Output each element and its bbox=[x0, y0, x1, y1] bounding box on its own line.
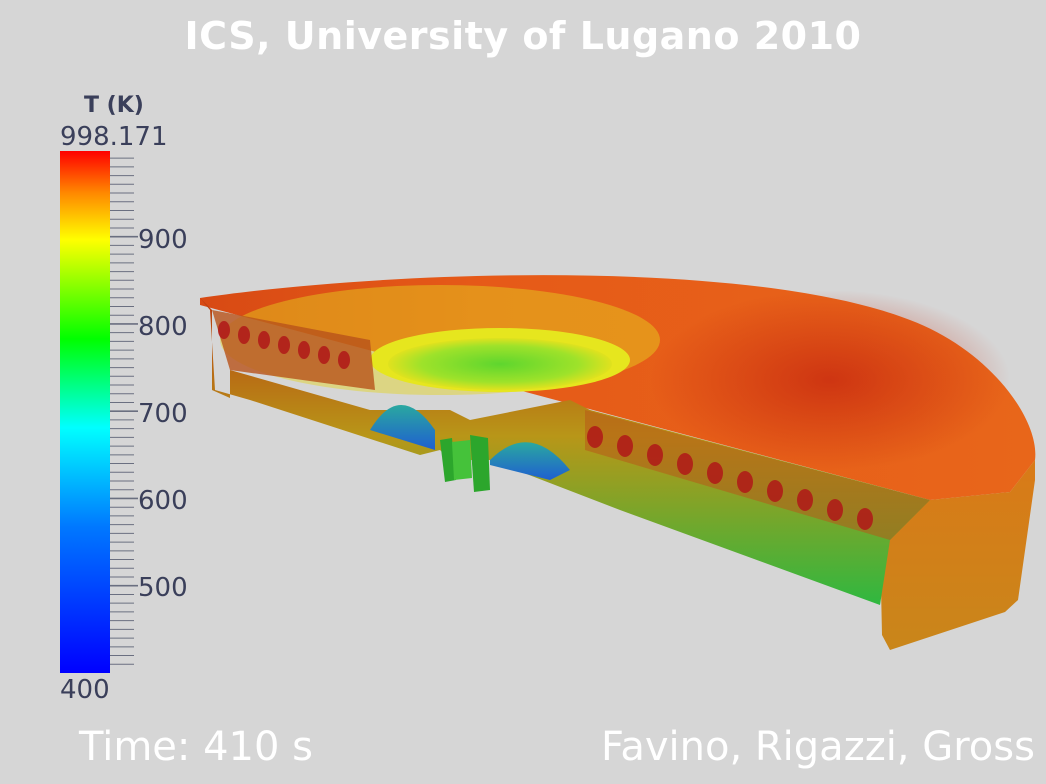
colorbar-label: 800 bbox=[138, 312, 188, 342]
cooling-channels-right bbox=[587, 426, 873, 530]
authors-credit: Favino, Rigazzi, Gross bbox=[601, 724, 1035, 770]
cross-section bbox=[200, 298, 930, 605]
colorbar-ticks bbox=[110, 157, 138, 665]
visualization-title: ICS, University of Lugano 2010 bbox=[184, 14, 862, 58]
cold-zone bbox=[490, 442, 570, 480]
colorbar-label: 700 bbox=[138, 399, 188, 429]
cooling-channels-left bbox=[218, 321, 350, 369]
colorbar-label: 600 bbox=[138, 486, 188, 516]
colorbar-gradient bbox=[60, 151, 110, 673]
thermal-3d-model[interactable] bbox=[190, 260, 1046, 660]
colorbar-label: 500 bbox=[138, 573, 188, 603]
cold-zone bbox=[370, 405, 435, 450]
colorbar-title: T (K) bbox=[84, 93, 144, 118]
outer-rim bbox=[880, 460, 1035, 650]
simulation-time: Time: 410 s bbox=[79, 724, 313, 770]
colorbar-min-label: 400 bbox=[60, 675, 110, 705]
central-stem bbox=[440, 438, 456, 482]
colorbar-label: 900 bbox=[138, 225, 188, 255]
colorbar-max-label: 998.171 bbox=[60, 122, 168, 152]
